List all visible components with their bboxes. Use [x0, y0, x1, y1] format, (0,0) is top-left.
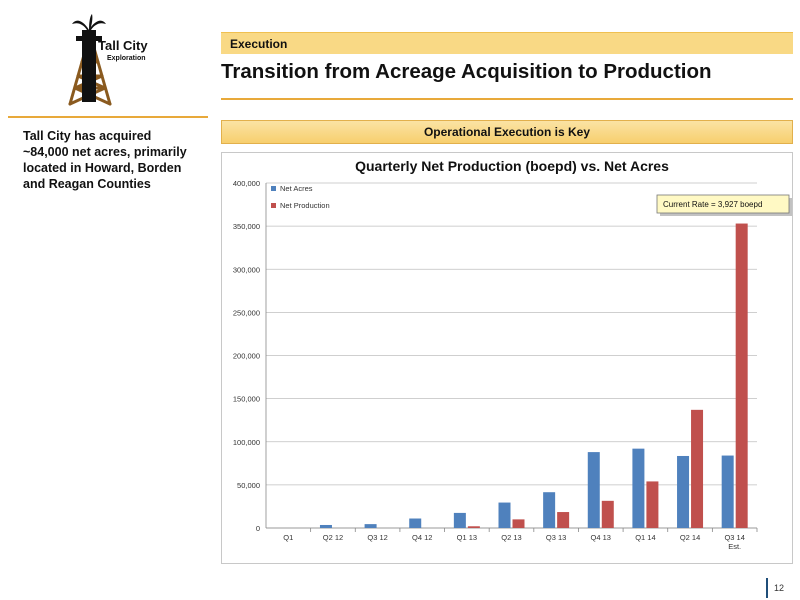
page-number: 12 [774, 583, 785, 593]
callout-box [656, 194, 790, 214]
legend-swatch [271, 186, 276, 191]
x-tick-label: Q3 14 Est. [724, 533, 744, 551]
x-tick-label: Q4 12 [412, 533, 432, 542]
y-tick-label: 50,000 [237, 481, 260, 490]
bar-net-production [646, 481, 659, 528]
bar-net-production [735, 223, 748, 528]
bar-net-acres [498, 502, 511, 528]
bar-net-production [557, 512, 570, 528]
y-tick-label: 200,000 [233, 352, 260, 361]
bar-net-production [467, 526, 480, 528]
x-tick-label: Q2 14 [680, 533, 700, 542]
sidebar-divider [8, 116, 208, 118]
x-tick-label: Q1 13 [457, 533, 477, 542]
key-banner: Operational Execution is Key [221, 120, 793, 144]
x-tick-label: Q3 12 [367, 533, 387, 542]
svg-text:Exploration: Exploration [107, 55, 146, 62]
page-number-bar [766, 578, 768, 598]
bar-net-acres [543, 492, 556, 528]
bar-net-acres [721, 455, 734, 528]
bar-net-acres [364, 524, 377, 528]
chart-frame: Quarterly Net Production (boepd) vs. Net… [221, 152, 793, 564]
bar-net-acres [587, 452, 600, 528]
y-tick-label: 350,000 [233, 222, 260, 231]
legend-label: Net Production [280, 201, 330, 210]
x-tick-label: Q1 14 [635, 533, 655, 542]
y-tick-label: 0 [256, 524, 260, 533]
logo-wordmark: Tall City Exploration [98, 38, 148, 62]
bar-net-acres [677, 455, 690, 528]
page-title: Transition from Acreage Acquisition to P… [221, 60, 712, 83]
chart-title: Quarterly Net Production (boepd) vs. Net… [355, 158, 669, 174]
production-chart: Quarterly Net Production (boepd) vs. Net… [233, 158, 792, 551]
bar-net-acres [319, 524, 332, 528]
section-banner: Execution [221, 32, 793, 54]
bar-net-production [601, 500, 614, 528]
bar-net-acres [409, 518, 422, 528]
bar-net-acres [632, 448, 645, 528]
legend-swatch [271, 203, 276, 208]
x-tick-label: Q1 [283, 533, 293, 542]
y-tick-label: 100,000 [233, 438, 260, 447]
x-tick-label: Q2 13 [501, 533, 521, 542]
x-tick-label: Q2 12 [323, 533, 343, 542]
x-tick-label: Q3 13 [546, 533, 566, 542]
legend-label: Net Acres [280, 184, 313, 193]
y-tick-label: 300,000 [233, 265, 260, 274]
bar-net-production [512, 519, 525, 528]
y-tick-label: 150,000 [233, 395, 260, 404]
y-tick-label: 400,000 [233, 179, 260, 188]
x-tick-label: Q4 13 [591, 533, 611, 542]
bar-net-acres [453, 512, 466, 528]
bar-net-production [691, 409, 704, 528]
title-divider [221, 98, 793, 100]
svg-text:Tall City: Tall City [98, 38, 148, 53]
y-tick-label: 250,000 [233, 308, 260, 317]
callout-text: Current Rate = 3,927 boepd [663, 200, 762, 209]
company-logo [56, 14, 166, 106]
sidebar-summary: Tall City has acquired ~84,000 net acres… [23, 129, 187, 191]
